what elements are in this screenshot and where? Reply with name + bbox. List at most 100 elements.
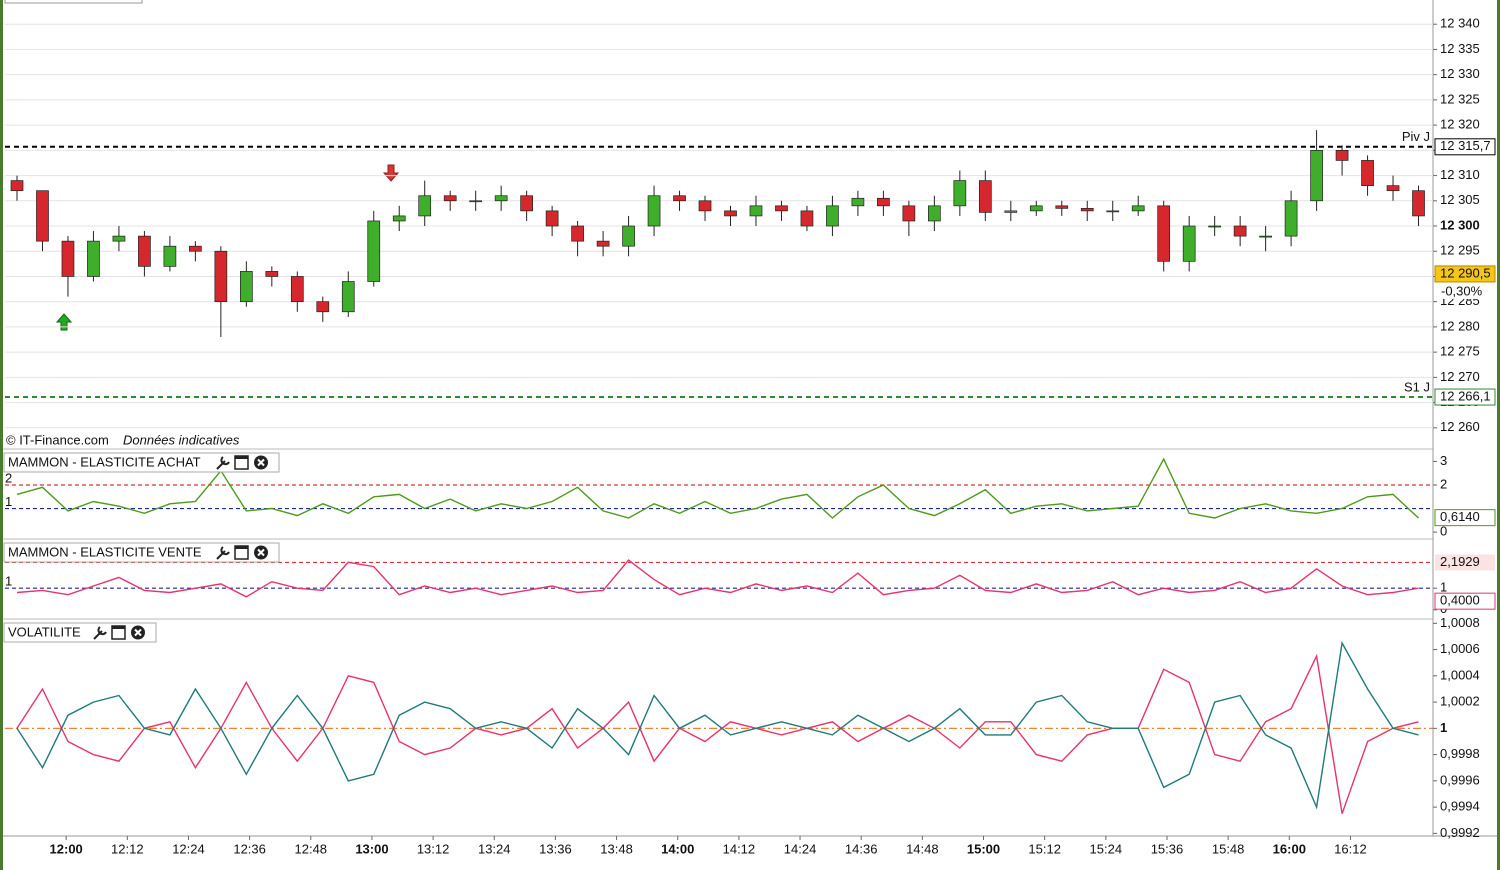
level-tag-text: 12 315,7 <box>1440 138 1491 153</box>
candle-body <box>647 195 661 227</box>
level-tag-box <box>1435 554 1495 571</box>
candle-body <box>10 180 24 192</box>
candle-body <box>1131 205 1145 212</box>
settings-icon[interactable] <box>216 546 230 560</box>
candle-body <box>545 210 559 227</box>
candle-body <box>520 195 533 212</box>
x-tick-label: 16:00 <box>1273 841 1306 856</box>
x-tick-label: 15:36 <box>1151 841 1184 856</box>
y-tick-label: 12 330 <box>1440 66 1480 81</box>
candle-body <box>1386 185 1400 192</box>
y-tick-label: 0,9994 <box>1440 799 1480 814</box>
x-tick-label: 13:36 <box>539 841 572 856</box>
candle-body <box>341 281 355 313</box>
last-value-tag: 0,6140 <box>1434 509 1496 527</box>
candle-body <box>1182 225 1196 262</box>
y-tick-label: 1 <box>1440 720 1447 735</box>
toolbar-box <box>4 0 143 4</box>
candle-body <box>978 180 992 213</box>
candle-body <box>1361 160 1374 187</box>
candle-body <box>1284 200 1298 237</box>
panel-title-box <box>3 542 280 563</box>
candle-body <box>163 245 177 267</box>
window-icon-bar <box>112 626 125 629</box>
y-tick-label: 1,0004 <box>1440 667 1480 682</box>
x-tick-label: 12:00 <box>50 841 83 856</box>
x-tick-label: 14:00 <box>661 841 694 856</box>
candle-body <box>1208 225 1222 228</box>
candle-body <box>1106 210 1120 213</box>
y-tick-label: 12 270 <box>1440 369 1480 384</box>
left-tick-label: 1 <box>5 574 12 589</box>
candle-body <box>673 195 686 202</box>
candle-body <box>494 195 508 202</box>
candle-body <box>596 240 610 247</box>
right-border <box>1497 0 1500 870</box>
level-tag: 2,1929 <box>1435 554 1495 571</box>
sell-arrow <box>382 164 400 182</box>
close-icon-cross <box>257 548 265 557</box>
candle-body <box>469 200 483 203</box>
y-tick-label: 12 340 <box>1440 16 1480 31</box>
y-tick-label: 12 300 <box>1440 217 1480 232</box>
indicator-line <box>16 640 1419 810</box>
candle-body <box>112 235 126 242</box>
copyright: © IT-Finance.com <box>6 432 109 447</box>
panel-header: VOLATILITE <box>3 622 157 643</box>
candle-body <box>749 205 763 217</box>
left-tick-label: 1 <box>5 494 12 509</box>
candle-body <box>367 220 381 282</box>
y-tick-label: 2 <box>1440 476 1447 491</box>
last-value-tag-box <box>1434 509 1496 527</box>
x-tick-label: 14:36 <box>845 841 878 856</box>
candle-body <box>1004 210 1018 213</box>
candle-body <box>1233 225 1247 237</box>
candle-body <box>316 301 330 313</box>
x-tick-label: 15:48 <box>1212 841 1245 856</box>
window-icon-bar <box>235 456 248 459</box>
level-name: S1 J <box>1404 379 1430 394</box>
x-tick-label: 15:24 <box>1090 841 1123 856</box>
panel-title: MAMMON - ELASTICITE ACHAT <box>8 454 201 469</box>
y-tick-label: 1,0006 <box>1440 641 1480 656</box>
y-tick-label: 1,0002 <box>1440 694 1480 709</box>
candle-body <box>800 210 814 227</box>
y-tick-label: 0,9998 <box>1440 746 1480 761</box>
settings-icon[interactable] <box>216 456 230 470</box>
candle-body <box>61 240 75 277</box>
candle-body <box>877 197 890 207</box>
level-tag: 12 315,7 <box>1434 138 1496 156</box>
candle-body <box>1335 149 1349 161</box>
close-icon-cross <box>257 458 265 467</box>
x-tick-label: 14:12 <box>723 841 756 856</box>
change-box <box>1435 283 1487 299</box>
x-tick-label: 13:00 <box>355 841 388 856</box>
candle-body <box>622 225 635 247</box>
candle-body <box>36 190 49 242</box>
y-tick-label: 0 <box>1440 524 1447 539</box>
indicator-line <box>16 653 1419 814</box>
candle-body <box>698 200 712 212</box>
x-tick-label: 13:24 <box>478 841 511 856</box>
y-tick-label: 12 325 <box>1440 91 1480 106</box>
candle-body <box>138 235 151 267</box>
change-label: -0,30% <box>1441 283 1483 298</box>
candle-body <box>826 205 839 227</box>
candle-body <box>239 271 253 303</box>
x-tick-label: 14:48 <box>906 841 939 856</box>
window-icon-bar <box>235 546 248 549</box>
level-tag-text: 2,1929 <box>1440 554 1480 569</box>
candle-body <box>1029 205 1043 212</box>
candle-body <box>724 210 737 217</box>
last-value-tag-text: 0,4000 <box>1440 593 1480 608</box>
settings-icon[interactable] <box>93 626 107 640</box>
x-tick-label: 15:12 <box>1028 841 1061 856</box>
y-tick-label: 12 320 <box>1440 117 1480 132</box>
left-tick-label: 2 <box>5 470 12 485</box>
last-value-tag-box <box>1434 592 1496 610</box>
candle-body <box>1080 208 1094 212</box>
candle-body <box>290 276 304 303</box>
level-name: Piv J <box>1402 129 1430 144</box>
y-tick-label: 0,9996 <box>1440 772 1480 787</box>
